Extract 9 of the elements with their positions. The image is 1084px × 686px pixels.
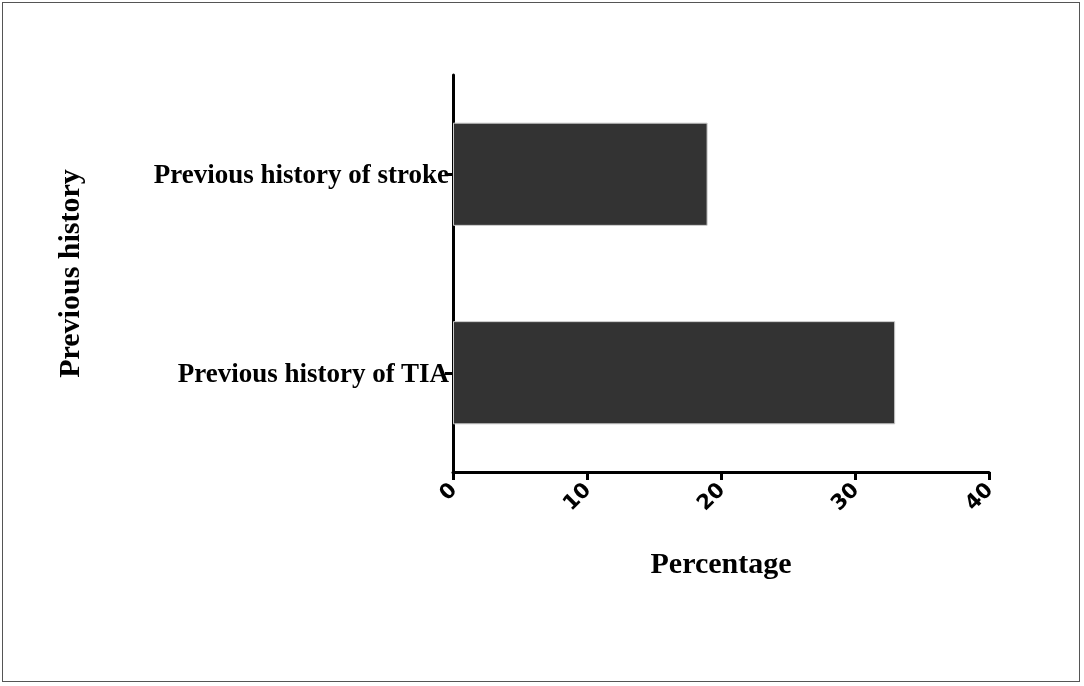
x-tick-label: 0 xyxy=(434,477,462,505)
x-tick-label: 40 xyxy=(959,477,998,516)
x-tick-label: 20 xyxy=(691,477,730,516)
x-tick-label: 30 xyxy=(825,477,864,516)
y-tick-label: Previous history of stroke xyxy=(153,159,450,190)
y-axis-title: Previous history xyxy=(51,169,85,378)
x-tick-label: 10 xyxy=(557,477,596,516)
x-axis-title: Percentage xyxy=(650,545,792,579)
y-tick-label: Previous history of TIA xyxy=(177,357,450,388)
